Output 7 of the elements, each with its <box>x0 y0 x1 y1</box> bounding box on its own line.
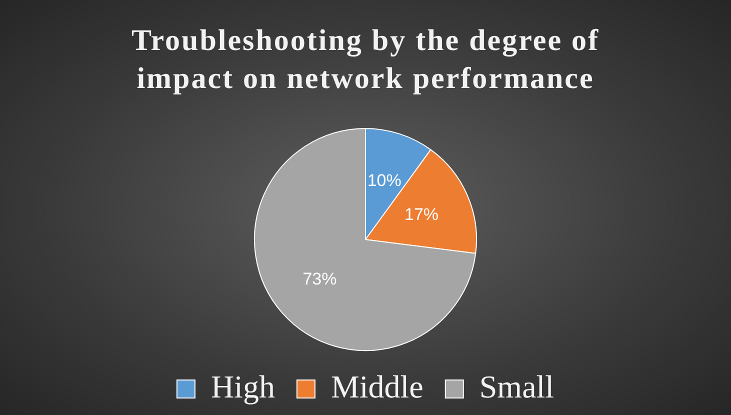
data-label: 17% <box>404 204 439 224</box>
legend-label: Small <box>479 368 554 404</box>
legend-label: Middle <box>330 368 424 404</box>
data-label: 73% <box>302 270 337 289</box>
data-label: 10% <box>367 171 402 190</box>
chart-title: Troubleshooting by the degree of impact on network performance <box>130 23 600 97</box>
legend-label: High <box>210 368 275 404</box>
